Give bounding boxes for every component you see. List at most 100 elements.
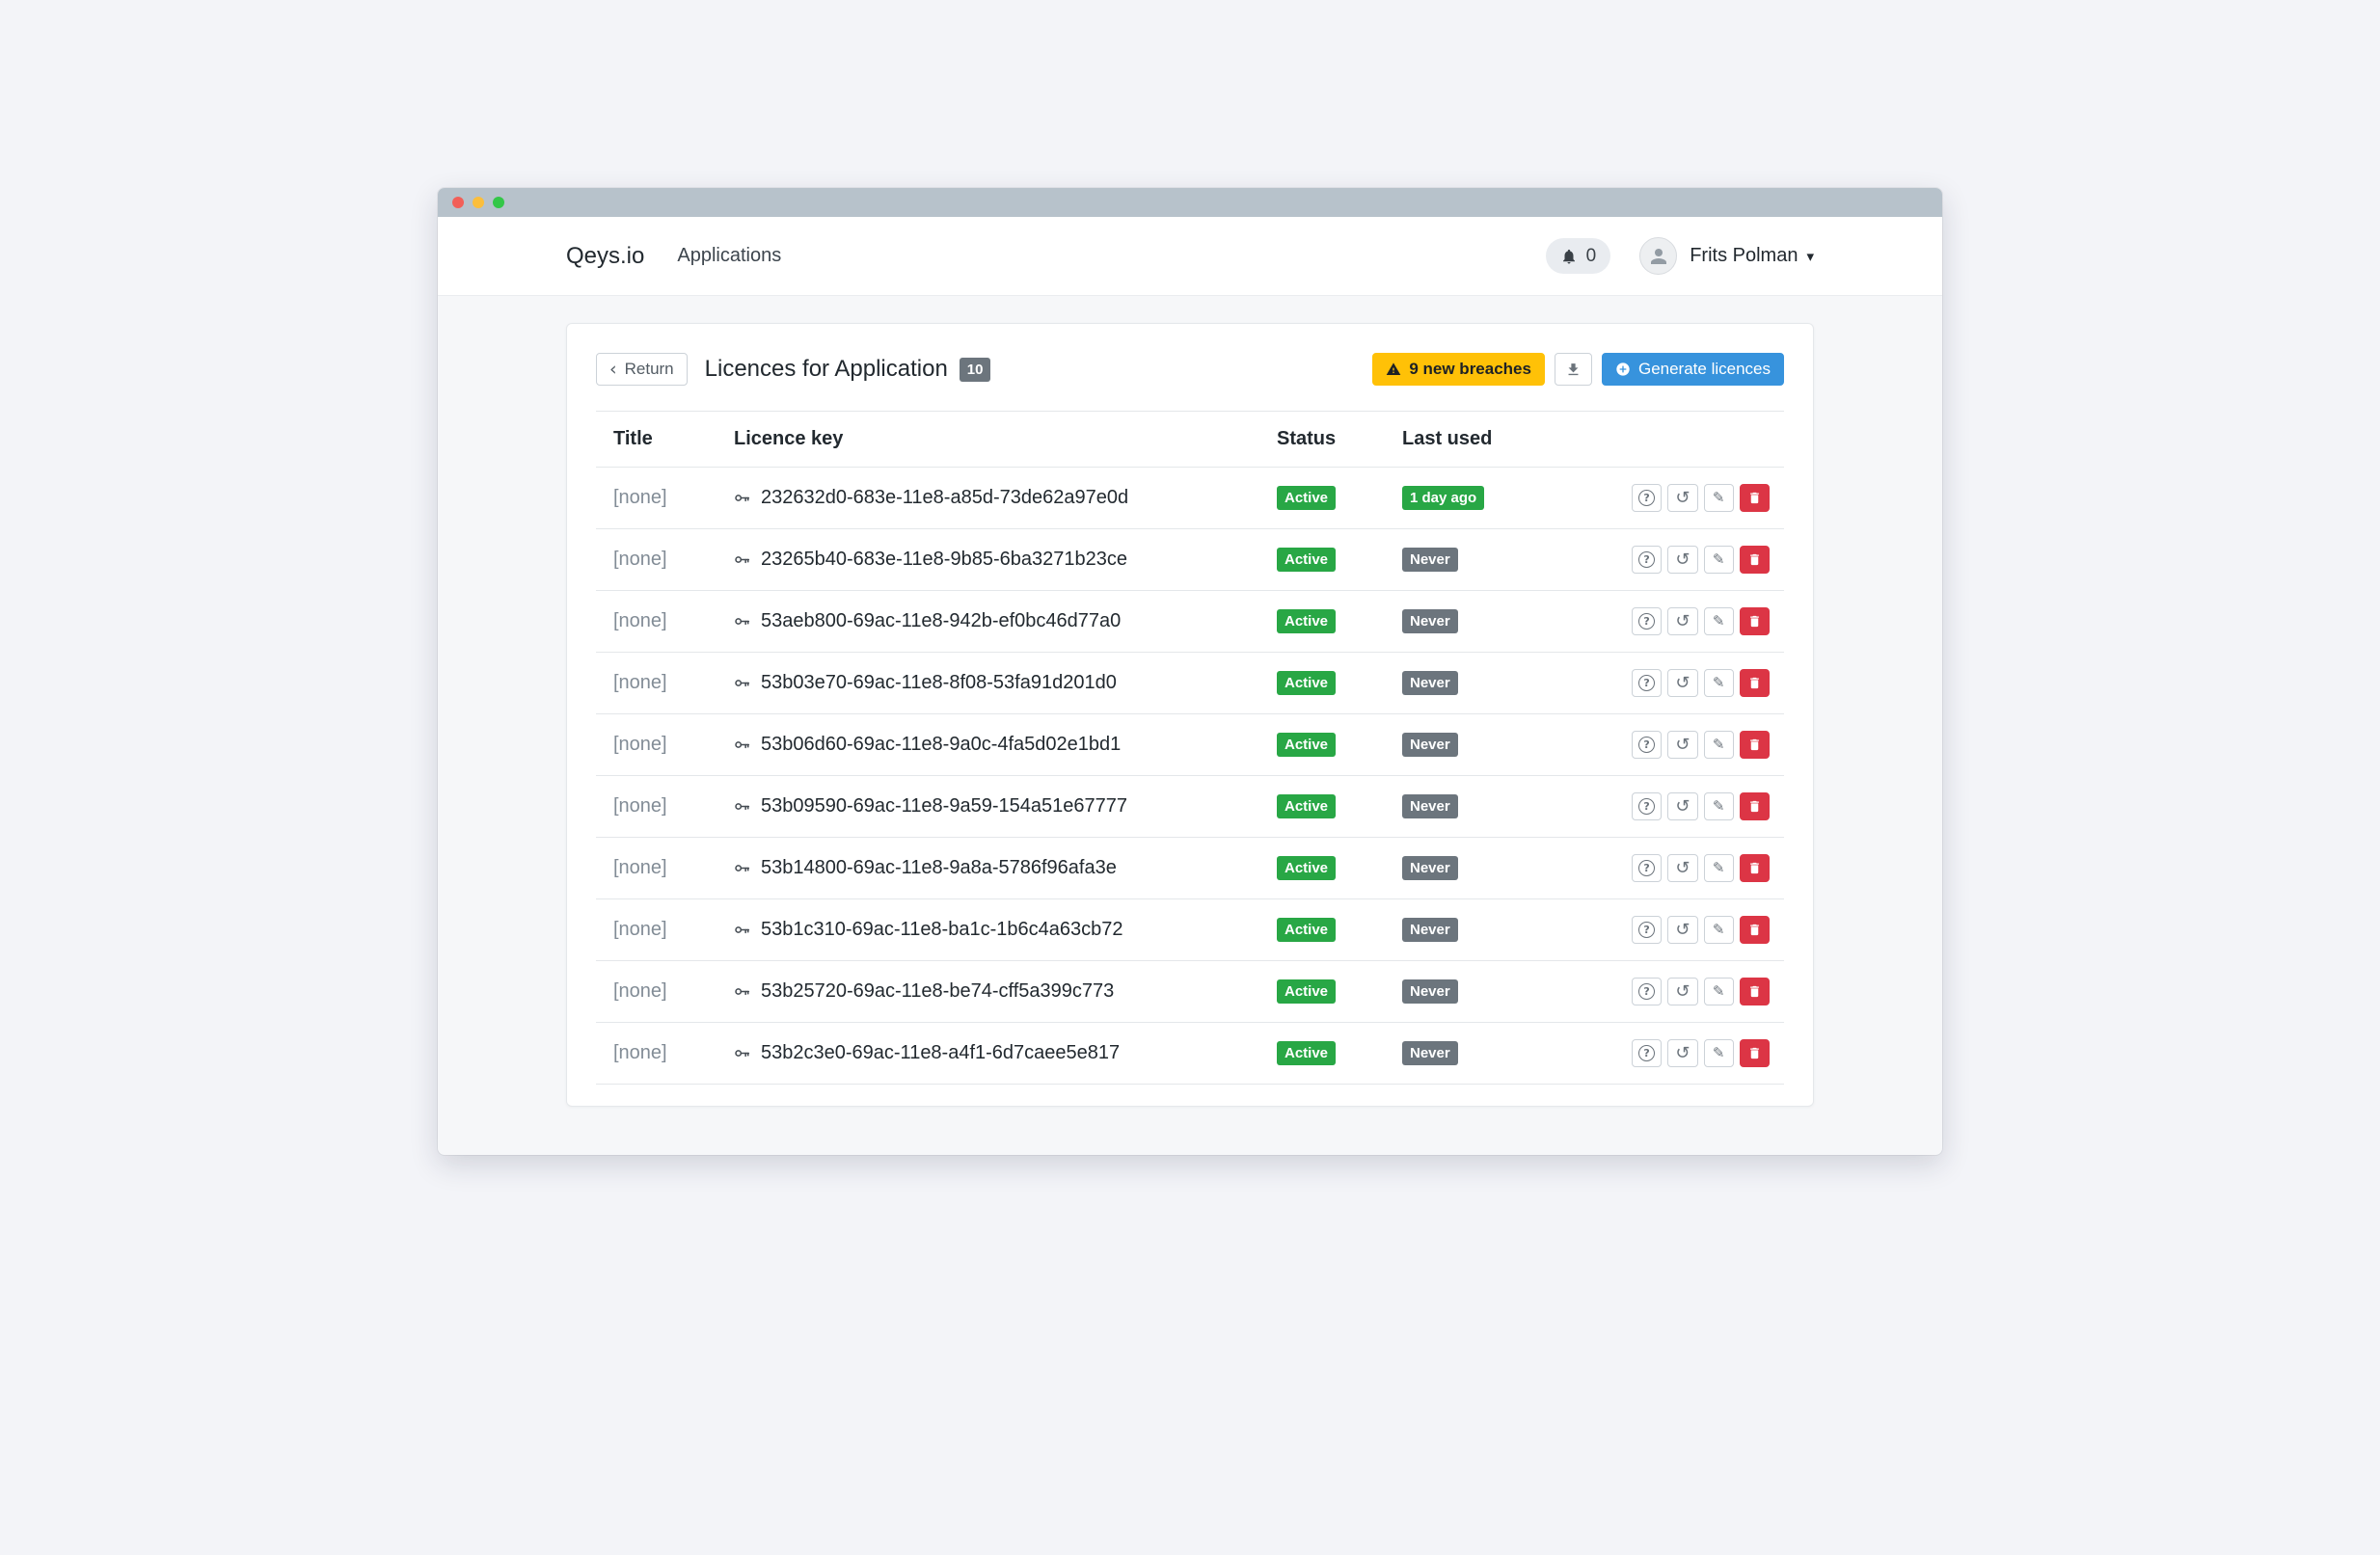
notifications-button[interactable]: 0	[1545, 238, 1611, 274]
edit-button[interactable]: ✎	[1703, 546, 1734, 574]
delete-button[interactable]	[1739, 546, 1770, 574]
history-button[interactable]: ↺	[1667, 484, 1698, 512]
licences-card: ‹ Return Licences for Application 10 9 n…	[566, 323, 1814, 1107]
last-used-badge: Never	[1402, 856, 1458, 880]
help-icon: ?	[1638, 983, 1656, 1000]
table-row: [none] 53b03e70-69ac-11e8-8f08-53fa91d20…	[596, 653, 1784, 714]
delete-button[interactable]	[1739, 854, 1770, 882]
status-cell: Active	[1259, 609, 1385, 633]
edit-button[interactable]: ✎	[1703, 1039, 1734, 1067]
delete-button[interactable]	[1739, 731, 1770, 759]
avatar	[1639, 237, 1678, 275]
return-button[interactable]: ‹ Return	[596, 353, 688, 386]
history-button[interactable]: ↺	[1667, 916, 1698, 944]
undo-icon: ↺	[1675, 857, 1690, 878]
edit-button[interactable]: ✎	[1703, 978, 1734, 1005]
user-name: Frits Polman	[1690, 245, 1799, 266]
delete-button[interactable]	[1739, 792, 1770, 820]
licence-title: [none]	[613, 672, 667, 693]
bell-icon	[1560, 248, 1578, 265]
licence-key-cell: 53b09590-69ac-11e8-9a59-154a51e67777	[717, 795, 1259, 818]
last-used-cell: Never	[1385, 856, 1614, 880]
licence-key: 23265b40-683e-11e8-9b85-6ba3271b23ce	[761, 549, 1127, 570]
help-button[interactable]: ?	[1632, 546, 1663, 574]
export-button[interactable]	[1554, 353, 1592, 386]
status-badge: Active	[1277, 979, 1337, 1004]
last-used-cell: Never	[1385, 794, 1614, 818]
edit-button[interactable]: ✎	[1703, 484, 1734, 512]
last-used-cell: Never	[1385, 979, 1614, 1004]
history-button[interactable]: ↺	[1667, 854, 1698, 882]
delete-button[interactable]	[1739, 916, 1770, 944]
minimize-window-button[interactable]	[473, 197, 484, 208]
licence-key: 53b14800-69ac-11e8-9a8a-5786f96afa3e	[761, 857, 1117, 878]
edit-button[interactable]: ✎	[1703, 731, 1734, 759]
help-button[interactable]: ?	[1632, 607, 1663, 635]
help-button[interactable]: ?	[1632, 669, 1663, 697]
actions-cell: ? ↺ ✎	[1614, 978, 1784, 1005]
person-icon	[1647, 245, 1670, 268]
key-icon	[734, 798, 750, 815]
chevron-left-icon: ‹	[609, 358, 617, 380]
status-cell: Active	[1259, 918, 1385, 942]
actions-cell: ? ↺ ✎	[1614, 546, 1784, 574]
undo-icon: ↺	[1675, 672, 1690, 693]
status-badge: Active	[1277, 548, 1337, 572]
licence-title: [none]	[613, 857, 667, 878]
edit-button[interactable]: ✎	[1703, 916, 1734, 944]
help-button[interactable]: ?	[1632, 1039, 1663, 1067]
status-badge: Active	[1277, 609, 1337, 633]
key-icon	[734, 613, 750, 630]
history-button[interactable]: ↺	[1667, 669, 1698, 697]
help-icon: ?	[1638, 860, 1656, 876]
history-button[interactable]: ↺	[1667, 607, 1698, 635]
delete-button[interactable]	[1739, 607, 1770, 635]
help-button[interactable]: ?	[1632, 916, 1663, 944]
help-button[interactable]: ?	[1632, 978, 1663, 1005]
status-badge: Active	[1277, 1041, 1337, 1065]
close-window-button[interactable]	[452, 197, 464, 208]
delete-button[interactable]	[1739, 669, 1770, 697]
licence-title: [none]	[613, 487, 667, 508]
history-button[interactable]: ↺	[1667, 546, 1698, 574]
undo-icon: ↺	[1675, 1042, 1690, 1063]
licence-title: [none]	[613, 734, 667, 755]
table-row: [none] 53b06d60-69ac-11e8-9a0c-4fa5d02e1…	[596, 714, 1784, 776]
zoom-window-button[interactable]	[493, 197, 504, 208]
last-used-badge: Never	[1402, 609, 1458, 633]
history-button[interactable]: ↺	[1667, 731, 1698, 759]
licence-key-cell: 232632d0-683e-11e8-a85d-73de62a97e0d	[717, 487, 1259, 509]
breaches-button[interactable]: 9 new breaches	[1372, 353, 1545, 386]
help-button[interactable]: ?	[1632, 854, 1663, 882]
delete-button[interactable]	[1739, 1039, 1770, 1067]
trash-icon	[1747, 984, 1762, 999]
warning-icon	[1386, 362, 1401, 377]
licence-key-cell: 53b1c310-69ac-11e8-ba1c-1b6c4a63cb72	[717, 919, 1259, 941]
edit-button[interactable]: ✎	[1703, 792, 1734, 820]
user-menu[interactable]: Frits Polman ▾	[1639, 237, 1814, 275]
brand-logo[interactable]: Qeys.io	[566, 242, 645, 269]
undo-icon: ↺	[1675, 610, 1690, 631]
help-button[interactable]: ?	[1632, 792, 1663, 820]
delete-button[interactable]	[1739, 484, 1770, 512]
help-button[interactable]: ?	[1632, 731, 1663, 759]
status-cell: Active	[1259, 671, 1385, 695]
edit-button[interactable]: ✎	[1703, 669, 1734, 697]
undo-icon: ↺	[1675, 734, 1690, 755]
history-button[interactable]: ↺	[1667, 978, 1698, 1005]
history-button[interactable]: ↺	[1667, 1039, 1698, 1067]
last-used-cell: Never	[1385, 609, 1614, 633]
delete-button[interactable]	[1739, 978, 1770, 1005]
help-icon: ?	[1638, 922, 1656, 938]
table-row: [none] 53b25720-69ac-11e8-be74-cff5a399c…	[596, 961, 1784, 1023]
trash-icon	[1747, 861, 1762, 875]
actions-cell: ? ↺ ✎	[1614, 916, 1784, 944]
generate-licences-button[interactable]: Generate licences	[1601, 353, 1784, 386]
edit-button[interactable]: ✎	[1703, 607, 1734, 635]
history-button[interactable]: ↺	[1667, 792, 1698, 820]
table-header-row: Title Licence key Status Last used	[596, 411, 1784, 468]
nav-applications[interactable]: Applications	[677, 245, 782, 266]
status-cell: Active	[1259, 548, 1385, 572]
help-button[interactable]: ?	[1632, 484, 1663, 512]
edit-button[interactable]: ✎	[1703, 854, 1734, 882]
